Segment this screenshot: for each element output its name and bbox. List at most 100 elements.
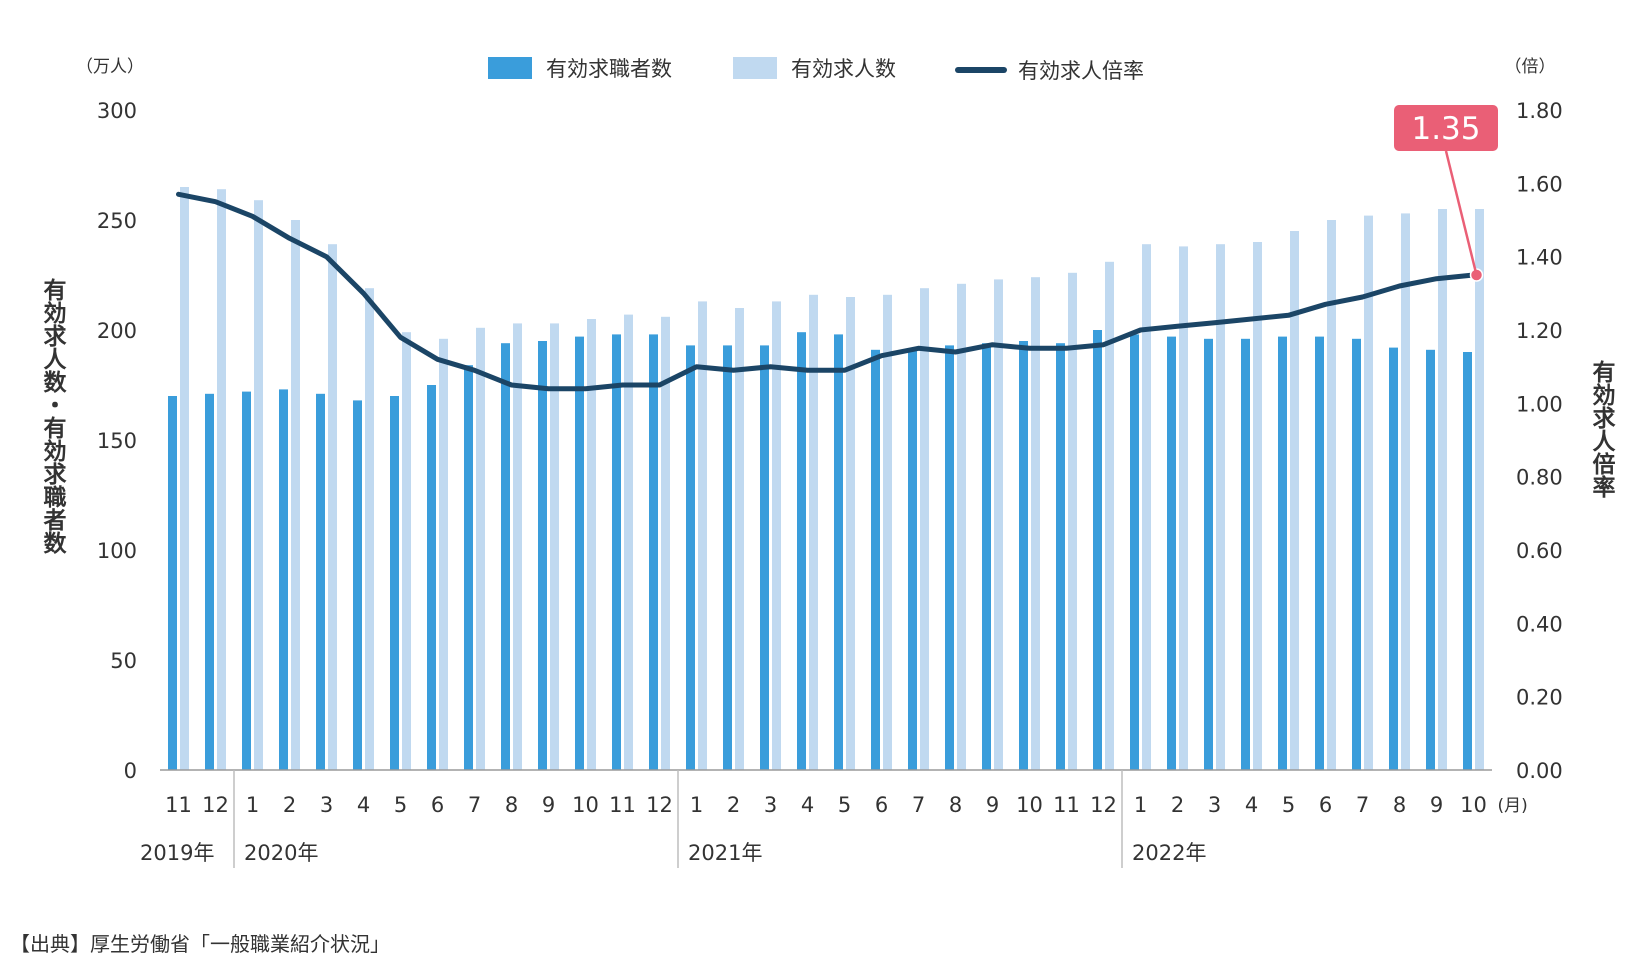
x-tick-month: 8 <box>949 793 962 817</box>
left-unit-label: （万人） <box>76 57 144 77</box>
bar-openings <box>365 288 374 770</box>
callout-leader-line <box>1444 150 1478 276</box>
bar-openings <box>1253 242 1262 770</box>
ratio-line <box>176 191 1476 392</box>
x-tick-month: 9 <box>1430 793 1443 817</box>
x-tick-month: 9 <box>986 793 999 817</box>
bar-jobseekers <box>1093 330 1102 770</box>
x-tick-month: 12 <box>646 793 673 817</box>
y-tick-left: 250 <box>97 209 137 233</box>
bar-jobseekers <box>427 385 436 770</box>
x-tick-month: 2 <box>1171 793 1184 817</box>
y-tick-left: 100 <box>97 539 137 563</box>
bar-openings <box>180 187 189 770</box>
y-axis-left-ticks: 0 50 100 150 200 250 300 <box>97 99 137 783</box>
bar-openings <box>402 332 411 770</box>
callout: 1.35 <box>1394 105 1498 276</box>
bar-jobseekers <box>1019 341 1028 770</box>
bar-jobseekers <box>1278 336 1287 770</box>
bar-jobseekers <box>1167 336 1176 770</box>
legend-swatch-jobseekers <box>488 57 532 79</box>
x-month-unit: (月) <box>1498 796 1528 816</box>
bar-jobseekers <box>1130 334 1139 770</box>
x-tick-month: 4 <box>801 793 814 817</box>
bar-jobseekers <box>612 334 621 770</box>
bar-openings <box>1364 215 1373 771</box>
year-label: 2021年 <box>688 841 762 865</box>
x-tick-month: 11 <box>1053 793 1080 817</box>
bar-openings <box>661 316 670 770</box>
bar-jobseekers <box>945 345 954 770</box>
x-tick-month: 5 <box>1282 793 1295 817</box>
bar-openings <box>1438 209 1447 770</box>
bar-openings <box>1179 246 1188 770</box>
bar-jobseekers <box>390 396 399 770</box>
bar-jobseekers <box>1315 336 1324 770</box>
bar-jobseekers <box>279 389 288 770</box>
y-tick-right: 0.00 <box>1516 759 1563 783</box>
bar-jobseekers <box>649 334 658 770</box>
bar-openings <box>735 308 744 770</box>
callout-box <box>1394 105 1498 151</box>
x-tick-month: 1 <box>246 793 259 817</box>
bar-jobseekers <box>353 400 362 770</box>
bar-openings <box>698 301 707 770</box>
bar-openings <box>957 283 966 770</box>
bar-openings <box>476 327 485 770</box>
x-tick-month: 1 <box>1134 793 1147 817</box>
x-tick-month: 6 <box>431 793 444 817</box>
y-tick-right: 0.40 <box>1516 612 1563 636</box>
x-tick-month: 7 <box>468 793 481 817</box>
x-tick-month: 3 <box>1208 793 1221 817</box>
x-tick-month: 11 <box>165 793 192 817</box>
year-label: 2022年 <box>1132 841 1206 865</box>
x-tick-month: 3 <box>764 793 777 817</box>
x-tick-month: 10 <box>1460 793 1487 817</box>
legend-label-openings: 有効求人数 <box>791 57 896 81</box>
year-label: 2019年 <box>140 841 214 865</box>
y-axis-title-left: 有効求人数・有効求職者数 <box>39 277 68 555</box>
bar-jobseekers <box>982 343 991 770</box>
x-tick-month: 8 <box>505 793 518 817</box>
bar-jobseekers <box>1352 338 1361 770</box>
x-tick-month: 8 <box>1393 793 1406 817</box>
y-tick-left: 150 <box>97 429 137 453</box>
x-tick-month: 1 <box>690 793 703 817</box>
bar-jobseekers <box>242 391 251 770</box>
y-tick-left: 50 <box>110 649 137 673</box>
y-tick-right: 0.60 <box>1516 539 1563 563</box>
y-tick-right: 1.00 <box>1516 392 1563 416</box>
bar-jobseekers <box>871 349 880 770</box>
x-tick-month: 3 <box>320 793 333 817</box>
x-tick-month: 4 <box>1245 793 1258 817</box>
right-unit-label: （倍） <box>1505 57 1556 77</box>
x-tick-month: 11 <box>609 793 636 817</box>
x-axis-year-labels: 2019年 2020年 2021年 2022年 <box>140 770 1206 868</box>
bar-openings <box>1068 272 1077 770</box>
bar-openings <box>809 294 818 770</box>
x-tick-month: 9 <box>542 793 555 817</box>
year-label: 2020年 <box>244 841 318 865</box>
bar-jobseekers <box>760 345 769 770</box>
bar-jobseekers <box>464 365 473 770</box>
bar-jobseekers <box>834 334 843 770</box>
legend: 有効求職者数 有効求人数 有効求人倍率 <box>488 57 1144 83</box>
x-tick-month: 7 <box>1356 793 1369 817</box>
y-tick-right: 1.40 <box>1516 246 1563 270</box>
bar-jobseekers <box>908 349 917 770</box>
legend-swatch-openings <box>733 57 777 79</box>
x-tick-month: 4 <box>357 793 370 817</box>
bar-jobseekers <box>723 345 732 770</box>
bar-jobseekers <box>1463 352 1472 770</box>
y-axis-title-right: 有効求人倍率 <box>1588 359 1616 498</box>
bar-openings <box>846 297 855 770</box>
x-axis-month-ticks: 11 12 1 2 3 4 5 6 7 8 9 10 11 12 1 2 3 4 5 6 7 8 9 10 11 12 1 2 3 4 5 6… <box>165 793 1528 817</box>
x-tick-month: 12 <box>202 793 229 817</box>
bar-jobseekers <box>538 341 547 770</box>
bar-openings <box>439 338 448 770</box>
x-tick-month: 10 <box>572 793 599 817</box>
x-tick-month: 10 <box>1016 793 1043 817</box>
bar-jobseekers <box>1426 349 1435 770</box>
bar-jobseekers <box>686 345 695 770</box>
